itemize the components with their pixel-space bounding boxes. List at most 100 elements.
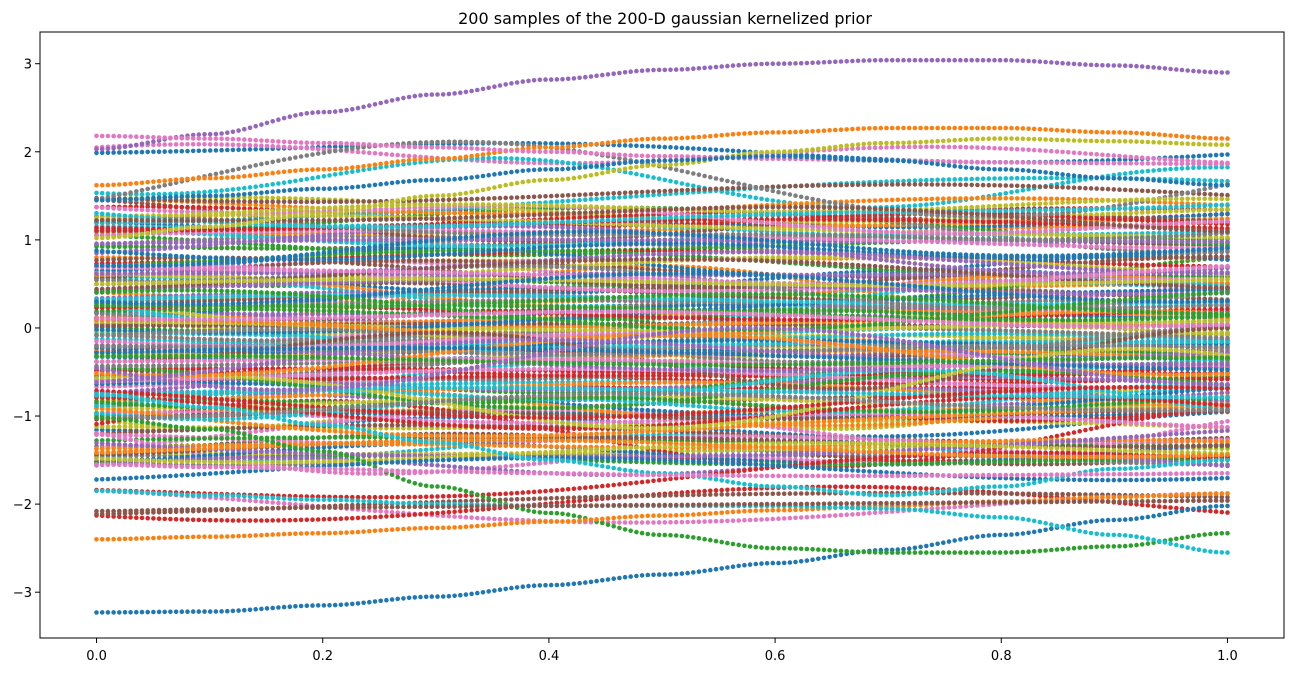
data-point [1191, 154, 1196, 159]
data-point [992, 429, 997, 434]
data-point [1225, 152, 1230, 157]
data-point [719, 147, 724, 153]
data-point [1202, 153, 1207, 158]
data-point [151, 149, 156, 155]
data-point [997, 428, 1003, 434]
data-point [628, 143, 633, 148]
data-point [1009, 427, 1014, 433]
data-point [185, 148, 190, 154]
data-point [122, 150, 128, 155]
data-point [242, 147, 247, 152]
data-point [156, 149, 162, 154]
data-point [906, 433, 912, 439]
data-point [986, 429, 992, 435]
data-point [560, 141, 565, 146]
data-point [429, 447, 435, 452]
data-point [924, 433, 929, 438]
data-point [230, 147, 236, 153]
data-point [1020, 426, 1026, 432]
data-point [645, 144, 651, 149]
data-point [1003, 428, 1009, 433]
data-point [179, 148, 185, 154]
data-point [929, 433, 935, 438]
data-point [651, 144, 656, 149]
data-points [94, 57, 1230, 615]
data-point [634, 143, 639, 149]
data-point [656, 144, 662, 150]
data-point [202, 148, 207, 153]
data-point [1014, 427, 1020, 432]
data-point [94, 150, 99, 156]
data-point [190, 148, 196, 154]
data-point [980, 430, 986, 435]
data-point [946, 432, 952, 437]
data-point [1031, 425, 1037, 431]
data-point [708, 147, 713, 152]
data-point [207, 148, 213, 153]
data-point [543, 141, 548, 146]
data-point [679, 145, 685, 151]
data-point [1037, 425, 1043, 430]
data-point [236, 147, 241, 152]
data-point [912, 433, 918, 439]
data-point [162, 149, 167, 154]
data-point [338, 144, 344, 149]
data-point [1003, 335, 1009, 341]
data-point [691, 146, 696, 151]
data-point [861, 381, 866, 386]
data-point [685, 145, 690, 151]
data-point [872, 381, 878, 386]
data-point [713, 147, 719, 153]
data-point [247, 147, 253, 152]
data-point [1219, 152, 1225, 158]
data-point [111, 150, 116, 155]
data-point [1208, 153, 1213, 158]
data-point [901, 354, 906, 359]
data-point [617, 142, 622, 148]
data-point [1213, 152, 1219, 158]
data-point [918, 433, 923, 439]
data-point [639, 143, 645, 149]
data-point [997, 335, 1003, 341]
data-point [548, 141, 554, 146]
data-point [117, 150, 122, 155]
data-point [128, 150, 133, 155]
data-point [173, 149, 179, 154]
data-point [935, 432, 940, 438]
data-point [196, 148, 202, 154]
data-point [1049, 424, 1054, 429]
data-point [213, 148, 219, 153]
data-point [952, 431, 957, 437]
data-point [99, 150, 105, 156]
data-point [867, 381, 872, 386]
data-point [259, 146, 264, 152]
data-point [963, 431, 969, 436]
chart-title: 200 samples of the 200-D gaussian kernel… [458, 9, 872, 28]
data-point [673, 145, 679, 150]
data-point [139, 149, 145, 155]
data-point [969, 430, 974, 436]
data-point [423, 447, 429, 453]
data-point [1122, 157, 1128, 162]
data-point [219, 147, 224, 153]
data-point [975, 430, 980, 436]
data-point [134, 149, 139, 155]
data-point [622, 143, 628, 148]
data-point [696, 146, 702, 152]
data-point [736, 148, 741, 154]
data-point [145, 149, 150, 155]
data-point [1179, 154, 1185, 160]
data-point [1117, 157, 1122, 163]
data-point [725, 148, 730, 153]
data-point [105, 150, 111, 155]
data-point [554, 141, 560, 146]
data-point [1196, 153, 1202, 159]
data-point [662, 144, 668, 150]
data-point [253, 146, 258, 152]
data-point [1185, 154, 1190, 159]
data-point [225, 147, 230, 153]
data-point [332, 144, 338, 149]
data-point [941, 432, 946, 438]
data-point [855, 381, 861, 386]
